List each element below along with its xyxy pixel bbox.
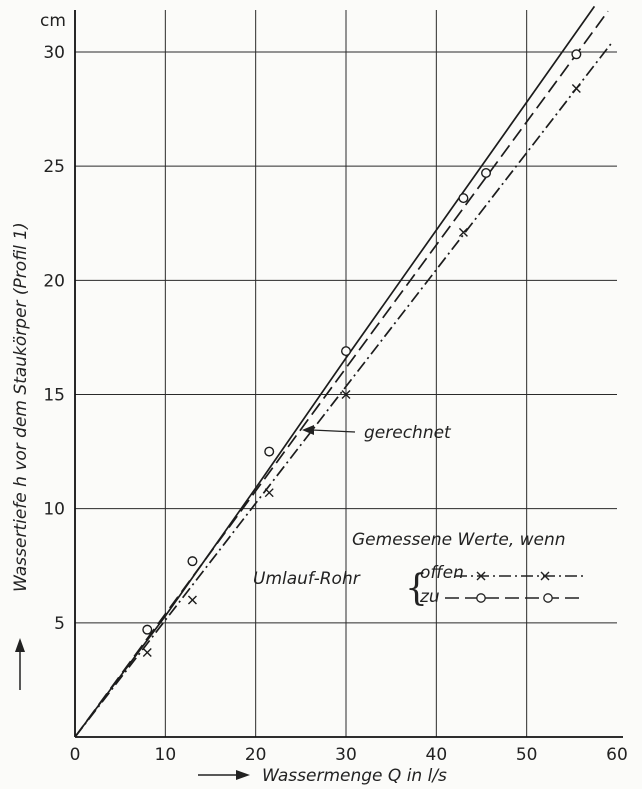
y-axis-arrow — [15, 638, 25, 690]
legend-marker-x — [476, 571, 550, 581]
data-point-zu — [142, 624, 153, 635]
y-tick-label: 10 — [43, 500, 65, 520]
x-tick-label: 40 — [426, 745, 448, 765]
data-point-zu — [481, 168, 492, 179]
data-point-zu — [264, 446, 275, 457]
data-point-offen — [264, 488, 274, 498]
grid — [75, 10, 617, 737]
legend-marker-o — [543, 593, 553, 603]
series-lines — [74, 5, 614, 738]
tick-labels: 0 10 20 30 40 50 60 5 10 15 20 25 30 — [43, 43, 627, 765]
legend-group-label: Umlauf-Rohr — [253, 569, 361, 589]
x-tick-label: 60 — [606, 745, 628, 765]
legend-swatch-zu — [445, 593, 585, 603]
legend-entry-zu: zu — [419, 587, 440, 607]
data-point-zu — [341, 346, 352, 357]
y-tick-label: 5 — [54, 614, 65, 634]
data-point-zu — [571, 49, 582, 60]
data-point-zu — [187, 556, 198, 567]
legend-brace: { — [405, 568, 428, 609]
data-point-offen — [187, 595, 197, 605]
series-line-zu — [74, 10, 609, 738]
x-axis-arrow — [198, 770, 250, 780]
x-tick-label: 0 — [70, 745, 81, 765]
data-point-offen — [142, 648, 152, 658]
y-unit-label: cm — [40, 11, 66, 31]
x-tick-label: 10 — [155, 745, 177, 765]
annotation-gerechnet: gerechnet — [302, 423, 452, 443]
x-tick-label: 30 — [335, 745, 357, 765]
x-axis-label: Wassermenge Q in l/s — [262, 766, 447, 786]
annotation-label: gerechnet — [364, 423, 452, 443]
y-tick-label: 20 — [43, 271, 65, 291]
data-point-offen — [571, 84, 581, 94]
data-markers — [142, 49, 582, 658]
y-tick-label: 25 — [43, 157, 65, 177]
data-point-zu — [458, 193, 469, 204]
y-axis-label: Wassertiefe h vor dem Staukörper (Profil… — [11, 222, 31, 592]
x-tick-label: 20 — [245, 745, 267, 765]
x-tick-label: 50 — [516, 745, 538, 765]
legend-swatch-offen — [455, 571, 585, 581]
y-tick-label: 15 — [43, 386, 65, 406]
data-point-offen — [341, 390, 351, 399]
data-point-offen — [458, 227, 468, 237]
series-line-offen — [74, 41, 614, 738]
axes — [74, 10, 623, 738]
legend-marker-o — [476, 593, 486, 603]
series-line-gerechnet — [74, 5, 596, 738]
legend-entry-offen: offen — [420, 563, 464, 583]
legend-title: Gemessene Werte, wenn — [352, 530, 566, 550]
y-tick-label: 30 — [43, 43, 65, 63]
legend: Gemessene Werte, wenn Umlauf-Rohr { offe… — [253, 530, 585, 609]
